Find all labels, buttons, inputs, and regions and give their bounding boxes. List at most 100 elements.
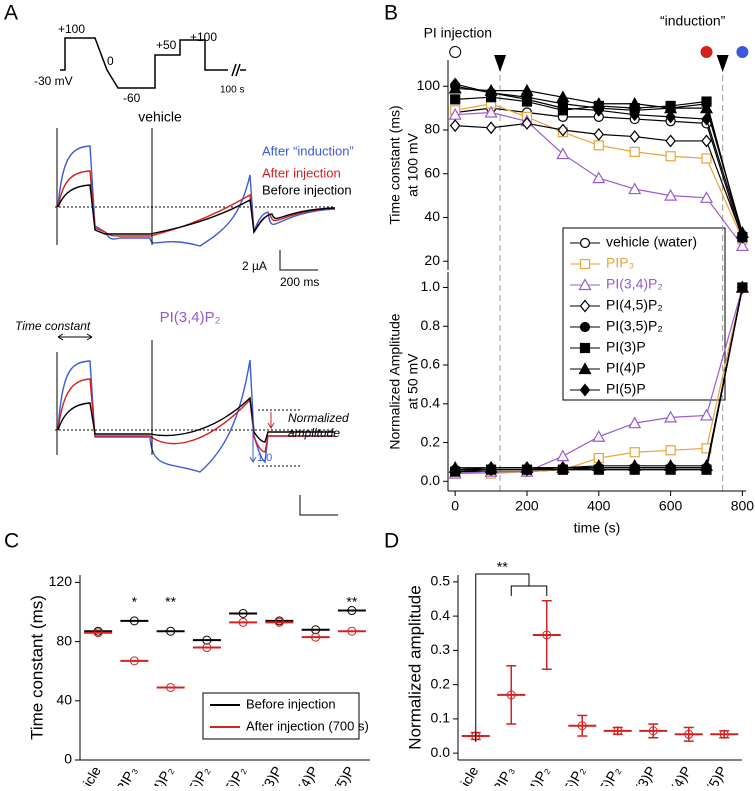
y-axis-label: Time constant (ms) xyxy=(387,105,403,224)
protocol-label: +100 xyxy=(190,30,217,44)
x-tick-label: PI(4)P xyxy=(288,763,322,786)
y-axis-label: Normalized amplitude xyxy=(405,585,424,749)
mean-point xyxy=(202,635,212,645)
marker xyxy=(737,281,748,294)
marker xyxy=(664,410,678,423)
marker xyxy=(628,416,642,429)
mean-point xyxy=(129,656,139,666)
marker xyxy=(578,362,592,375)
y-tick-label: 0.1 xyxy=(431,710,451,726)
y-tick-label: 120 xyxy=(49,573,73,589)
trace-before xyxy=(57,396,335,443)
y-tick-label: 0 xyxy=(64,751,72,767)
marker xyxy=(521,116,533,130)
marker xyxy=(629,461,640,475)
marker xyxy=(665,110,676,124)
panel-label: C xyxy=(4,530,19,553)
marker xyxy=(557,123,569,137)
marker xyxy=(699,408,714,421)
marker xyxy=(521,92,533,106)
bracket xyxy=(475,573,548,742)
trace-title: PI(3,4)P₂ xyxy=(160,309,221,326)
x-tick-label: PI(3,4)P₂ xyxy=(134,763,176,786)
marker xyxy=(485,121,497,135)
marker xyxy=(701,461,712,475)
x-axis-label: time (s) xyxy=(574,520,621,536)
mean-point xyxy=(347,606,357,616)
y-tick-label: 60 xyxy=(424,164,440,180)
marker xyxy=(628,182,642,195)
y-tick-label: 0.2 xyxy=(431,675,451,691)
mean-point xyxy=(648,726,658,736)
x-tick-label: PIP₃ xyxy=(112,763,140,786)
significance: ** xyxy=(165,594,176,610)
marker xyxy=(556,449,570,462)
mean-point xyxy=(166,626,176,636)
mean-point xyxy=(93,628,103,638)
y-tick-label: 80 xyxy=(424,121,440,137)
protocol-label: -60 xyxy=(123,91,141,105)
scale-bar xyxy=(299,495,338,516)
y-axis-label: at 50 mV xyxy=(405,353,421,410)
marker xyxy=(664,188,678,201)
protocol-label: +50 xyxy=(156,38,177,52)
x-tick-label: PI(5)P xyxy=(696,763,730,786)
mean-point xyxy=(542,630,552,640)
y-tick-label: 100 xyxy=(417,77,441,93)
mean-point xyxy=(238,617,248,627)
trace-before xyxy=(57,184,336,235)
marker xyxy=(449,77,461,91)
arrow xyxy=(267,412,275,430)
y-tick-label: 40 xyxy=(424,208,440,224)
y-tick-label: 0.5 xyxy=(431,573,451,589)
y-axis-label: at 100 mV xyxy=(405,132,421,196)
protocol-label: -30 mV xyxy=(34,74,73,88)
x-tick-label: PI(3)P xyxy=(625,763,659,786)
legend-box xyxy=(202,692,360,740)
marker xyxy=(579,258,591,270)
legend-label: PI(4,5)P₂ xyxy=(606,297,663,313)
x-tick-label: PIP₃ xyxy=(489,763,517,786)
x-tick-label: PI(4)P xyxy=(661,763,695,786)
panel-label: B xyxy=(384,2,398,25)
marker xyxy=(737,228,748,242)
mean-point xyxy=(202,643,212,653)
marker xyxy=(521,461,533,475)
legend-label: Before injection xyxy=(246,696,336,711)
scale-label: 2 µA xyxy=(242,259,267,273)
x-tick-label: PI(3,5)P₂ xyxy=(207,763,249,786)
marker xyxy=(701,134,712,148)
y-tick-label: 0.6 xyxy=(421,356,441,372)
event-arrow xyxy=(716,55,729,72)
arrow xyxy=(57,333,93,341)
annotation: Normalized xyxy=(288,411,349,425)
marker xyxy=(701,153,712,164)
mean-point xyxy=(577,721,587,731)
marker xyxy=(629,447,640,458)
x-tick-label: PI(5)P xyxy=(324,763,358,786)
panel-label: A xyxy=(4,2,18,25)
significance: * xyxy=(132,594,138,610)
scale-bar xyxy=(279,250,318,271)
y-tick-label: 0.2 xyxy=(421,433,441,449)
trace-injection xyxy=(57,378,335,453)
marker xyxy=(557,101,569,115)
y-tick-label: 0.0 xyxy=(421,472,441,488)
trace-injection xyxy=(57,170,336,237)
legend-label: PI(4)P xyxy=(606,360,646,376)
y-axis-label: Normalized Amplitude xyxy=(387,313,403,449)
x-tick-label: PI(3,4)P₂ xyxy=(510,763,552,786)
marker xyxy=(699,191,714,203)
mean-point xyxy=(506,690,516,700)
x-tick-label: vehicle xyxy=(68,763,104,786)
x-tick-label: 200 xyxy=(515,498,539,514)
marker xyxy=(557,461,569,475)
trace-induction xyxy=(57,145,336,247)
marker xyxy=(484,105,498,118)
event-marker xyxy=(449,46,462,58)
event-marker xyxy=(700,46,713,58)
x-tick-label: PI(4,5)P₂ xyxy=(546,763,588,786)
mean-point xyxy=(311,625,321,635)
marker xyxy=(593,461,605,475)
